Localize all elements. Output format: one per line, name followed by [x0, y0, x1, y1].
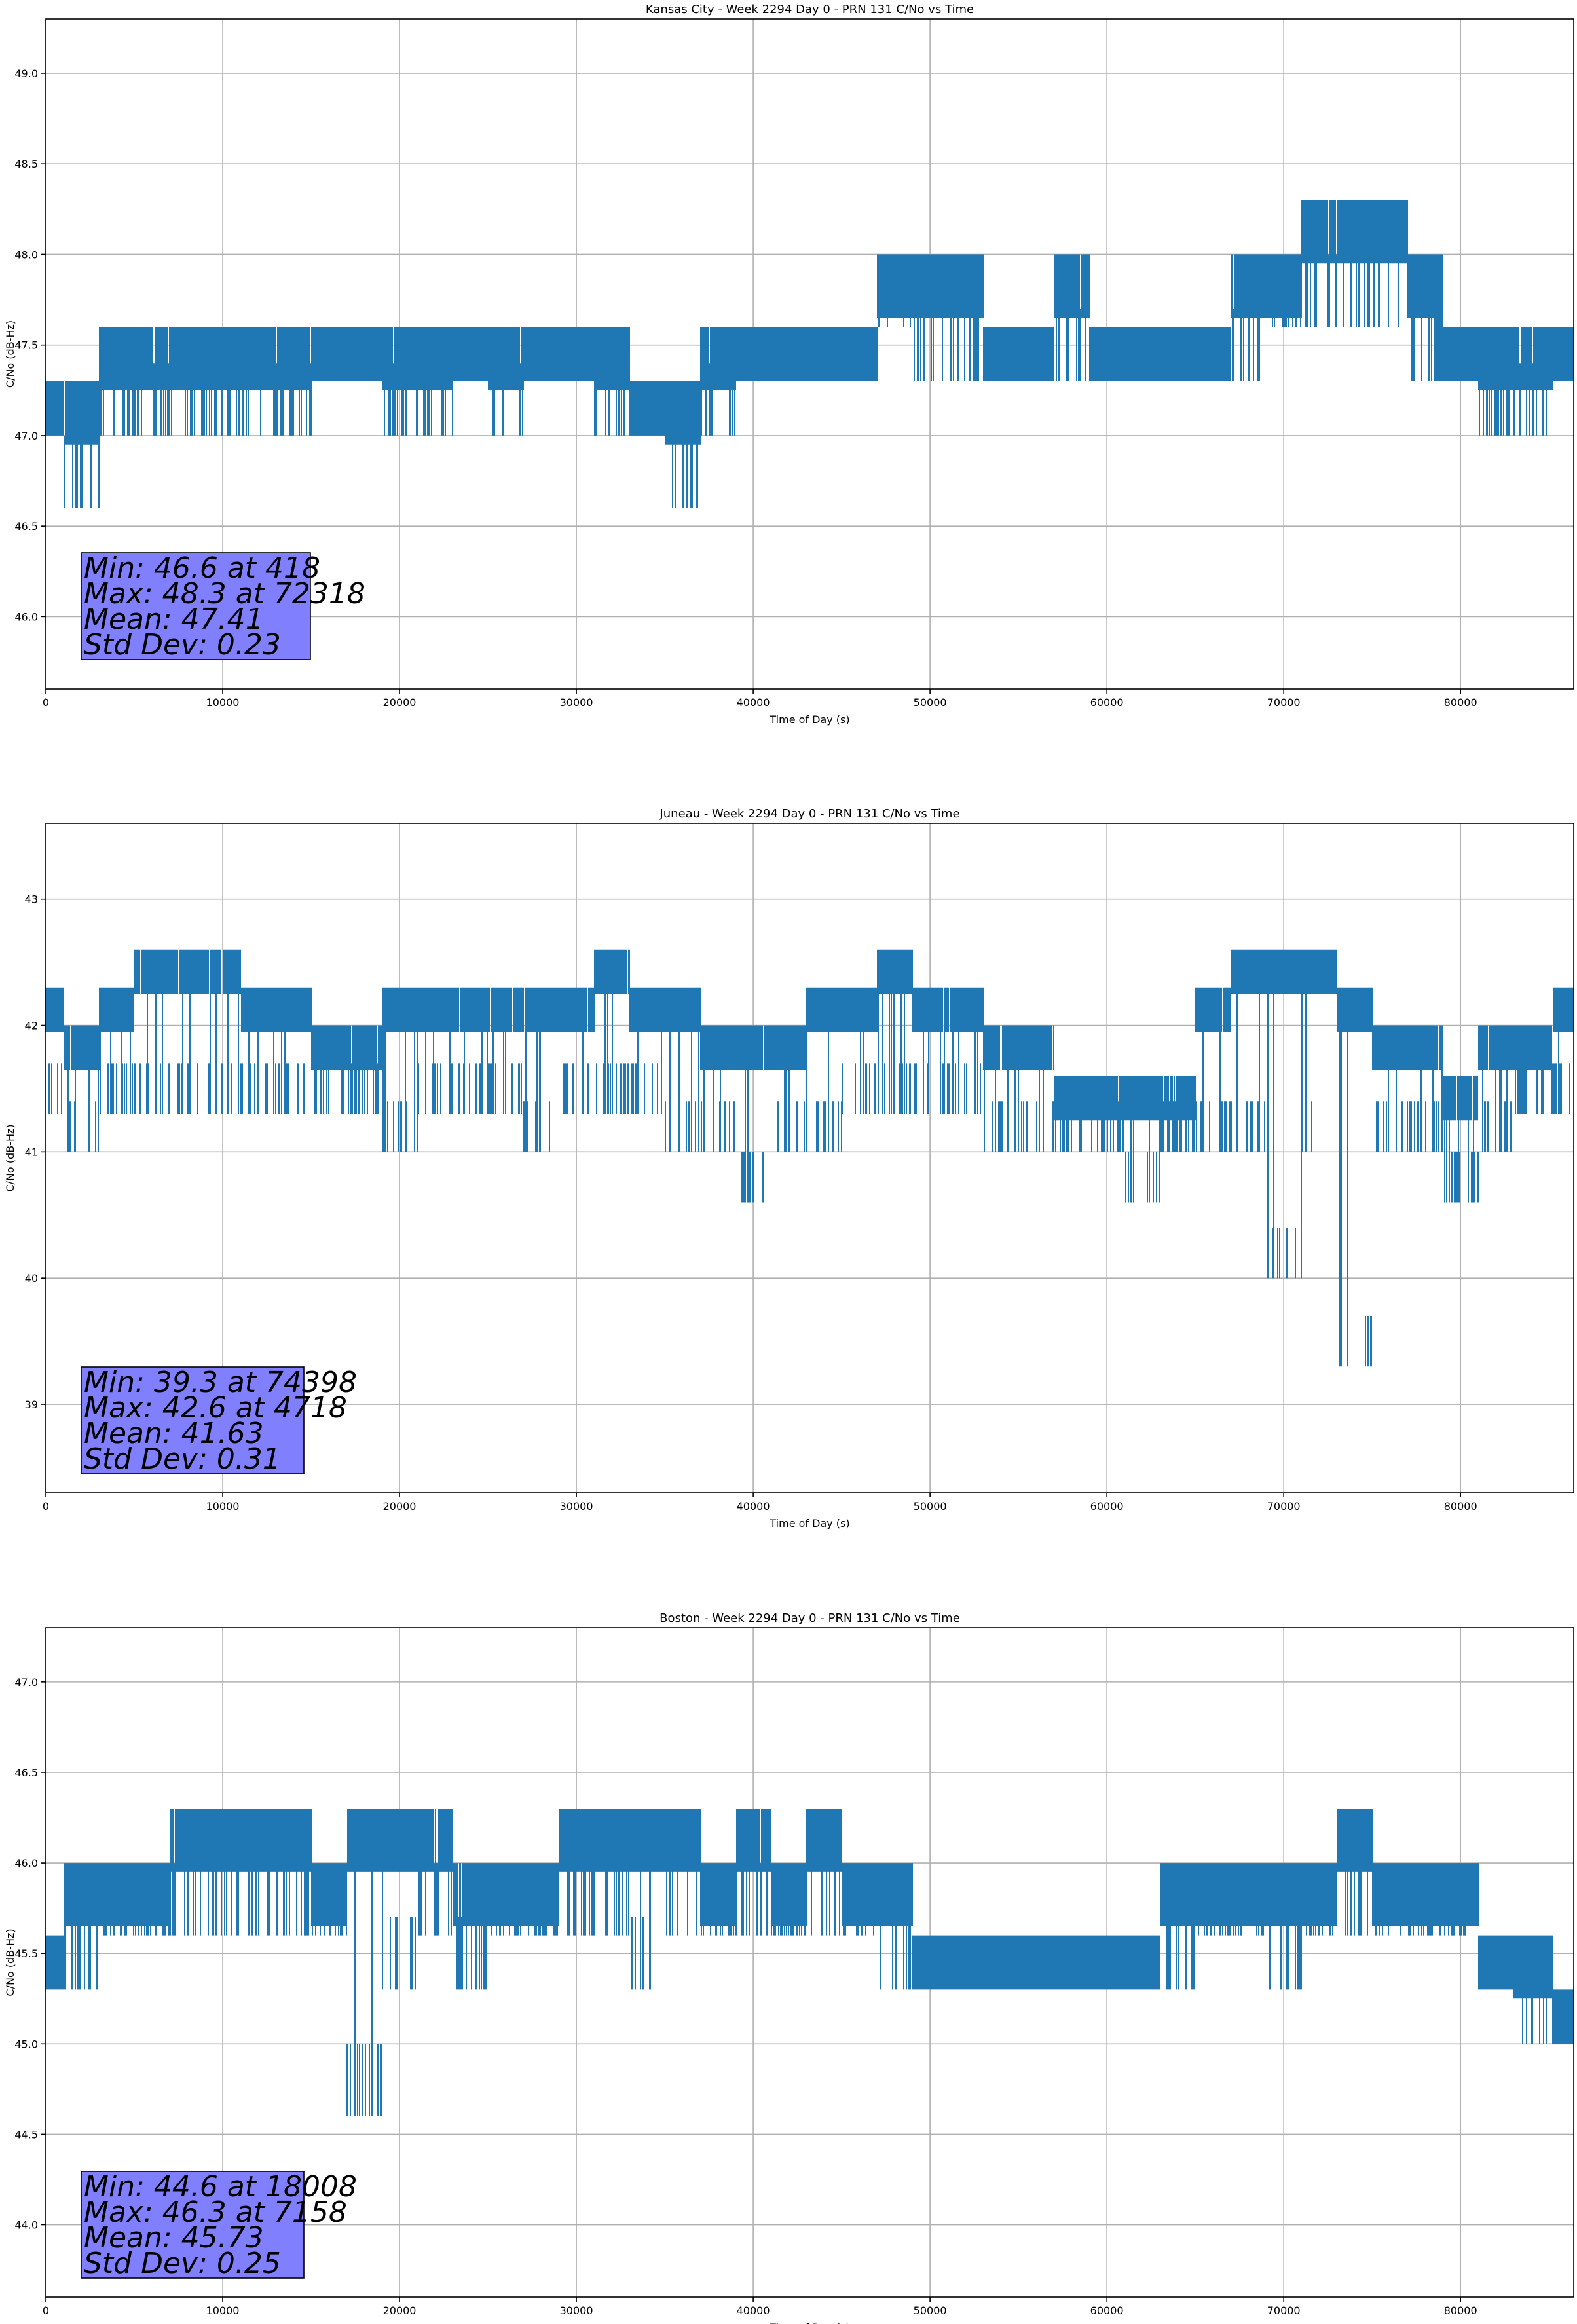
y-tick-label: 45.5: [14, 1947, 38, 1960]
x-tick-label: 70000: [1267, 2304, 1301, 2317]
axes-frame: [45, 1627, 1574, 2298]
x-tick-label: 10000: [206, 2304, 240, 2317]
x-axis-label: Time of Day (s): [769, 713, 849, 726]
x-tick-label: 80000: [1444, 1500, 1477, 1512]
stats-box: [81, 2171, 305, 2279]
x-tick-label: 30000: [560, 696, 593, 709]
stats-line: Min: 44.6 at 18008: [84, 2170, 357, 2203]
stats-line: Std Dev: 0.25: [84, 2247, 281, 2280]
cno-series-line: [45, 200, 1574, 508]
x-tick-label: 20000: [383, 1500, 417, 1512]
y-tick-label: 48.5: [14, 158, 38, 170]
y-tick-label: 46.5: [14, 520, 38, 533]
stats-line: Min: 39.3 at 74398: [84, 1366, 357, 1399]
stats-line: Std Dev: 0.31: [84, 1442, 281, 1476]
y-tick-label: 43: [25, 893, 38, 906]
stats-line: Mean: 45.73: [84, 2221, 264, 2255]
chart-title: Kansas City - Week 2294 Day 0 - PRN 131 …: [646, 3, 974, 16]
stats-line: Mean: 41.63: [84, 1417, 264, 1450]
stats-line: Std Dev: 0.23: [84, 628, 281, 662]
x-tick-label: 40000: [737, 1500, 770, 1512]
x-tick-label: 40000: [737, 696, 770, 709]
x-tick-label: 10000: [206, 1500, 240, 1512]
stats-line: Max: 46.3 at 7158: [84, 2196, 347, 2229]
y-tick-label: 46.0: [14, 610, 38, 623]
chart-panel-1: 0 10000 20000 30000 40000 50000 60000 70000 8000…: [4, 3, 1574, 726]
x-tick-label: 30000: [560, 1500, 593, 1512]
x-tick-label: 20000: [383, 696, 417, 709]
stats-line: Max: 42.6 at 4718: [84, 1391, 347, 1425]
x-tick-label: 70000: [1267, 1500, 1301, 1512]
y-tick-label: 44.5: [14, 2128, 38, 2141]
stats-line: Max: 48.3 at 72318: [84, 577, 365, 610]
cno-series-line: [45, 1809, 1574, 2116]
y-tick-label: 47.5: [14, 339, 38, 352]
x-tick-label: 40000: [737, 2304, 770, 2317]
y-tick-label: 45.0: [14, 2038, 38, 2050]
x-tick-label: 50000: [914, 696, 947, 709]
axes-frame: [45, 18, 1574, 690]
y-tick-label: 46.5: [14, 1767, 38, 1779]
y-tick-label: 46.0: [14, 1857, 38, 1869]
y-axis-label: C/No (dB-Hz): [4, 320, 16, 388]
x-tick-label: 50000: [914, 2304, 947, 2317]
x-axis-label: Time of Day (s): [769, 2321, 849, 2324]
y-tick-label: 49.0: [14, 67, 38, 80]
x-axis-label: Time of Day (s): [769, 1517, 849, 1529]
y-tick-label: 39: [25, 1398, 38, 1411]
x-tick-label: 10000: [206, 696, 240, 709]
x-tick-label: 80000: [1444, 696, 1477, 709]
y-tick-label: 41: [25, 1146, 38, 1158]
x-tick-label: 30000: [560, 2304, 593, 2317]
chart-title: Juneau - Week 2294 Day 0 - PRN 131 C/No …: [659, 807, 959, 821]
y-tick-label: 40: [25, 1272, 38, 1284]
x-tick-label: 60000: [1090, 2304, 1124, 2317]
chart-title: Boston - Week 2294 Day 0 - PRN 131 C/No …: [659, 1611, 960, 1625]
y-axis-label: C/No (dB-Hz): [4, 1928, 16, 1996]
x-tick-label: 50000: [914, 1500, 947, 1512]
x-tick-label: 20000: [383, 2304, 417, 2317]
x-tick-label: 60000: [1090, 696, 1124, 709]
stats-line: Min: 46.6 at 418: [84, 552, 320, 585]
y-tick-label: 48.0: [14, 248, 38, 261]
y-tick-label: 44.0: [14, 2219, 38, 2232]
x-tick-label: 80000: [1444, 2304, 1477, 2317]
stats-line: Mean: 47.41: [84, 603, 264, 636]
x-tick-label: 0: [43, 2304, 49, 2317]
cno-series-line: [45, 949, 1574, 1367]
stats-box: [81, 552, 311, 660]
chart-panel-2: 0 10000 20000 30000 40000 50000 60000 70000 8000…: [4, 807, 1574, 1529]
x-tick-label: 0: [43, 1500, 49, 1512]
stats-box: [81, 1366, 305, 1474]
y-tick-label: 47.0: [14, 430, 38, 442]
chart-panel-3: 0 10000 20000 30000 40000 50000 60000 70000 8000…: [4, 1611, 1574, 2324]
y-tick-label: 47.0: [14, 1676, 38, 1689]
x-tick-label: 70000: [1267, 696, 1301, 709]
y-axis-label: C/No (dB-Hz): [4, 1124, 16, 1191]
x-tick-label: 0: [43, 696, 49, 709]
x-tick-label: 60000: [1090, 1500, 1124, 1512]
axes-frame: [45, 823, 1574, 1493]
y-tick-label: 42: [25, 1020, 38, 1032]
